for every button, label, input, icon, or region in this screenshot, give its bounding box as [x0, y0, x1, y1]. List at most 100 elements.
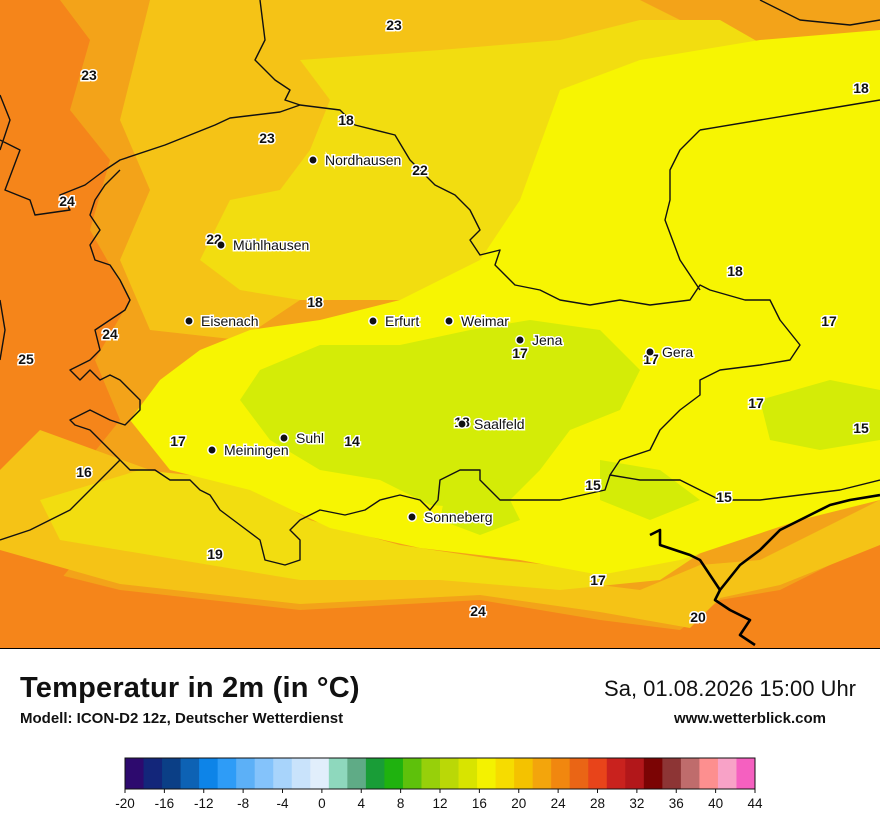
city-dot [308, 155, 318, 165]
legend-color-step [365, 758, 385, 789]
temperature-label: 17 [512, 345, 528, 361]
city-suhl[interactable]: Suhl [279, 429, 326, 448]
city-markers: Nordhausen Mühlhausen Eisenach Erfurt Weimar… [184, 151, 695, 527]
city-dot [407, 512, 417, 522]
legend-color-step [328, 758, 348, 789]
city-meiningen[interactable]: Meiningen [207, 441, 290, 460]
legend-color-step [643, 758, 663, 789]
legend-color-step [347, 758, 367, 789]
city-label: Eisenach [201, 313, 259, 329]
legend-color-step [384, 758, 404, 789]
legend-color-step [680, 758, 700, 789]
state-borders [0, 0, 880, 566]
legend-color-step [236, 758, 256, 789]
legend-color-step [514, 758, 534, 789]
legend-color-step [402, 758, 422, 789]
legend-tick-label: -4 [276, 796, 288, 811]
city-dot [515, 335, 525, 345]
temperature-label: 18 [727, 263, 743, 279]
temperature-area-yellow-green [760, 380, 880, 450]
city-label: Sonneberg [424, 509, 493, 525]
temperature-label: 17 [170, 433, 186, 449]
legend-color-step [421, 758, 441, 789]
legend-color-step [532, 758, 552, 789]
temperature-label: 17 [748, 395, 764, 411]
legend-color-step [699, 758, 719, 789]
chart-title: Temperatur in 2m (in °C) [20, 672, 360, 704]
legend-color-step [217, 758, 237, 789]
temperature-label: 24 [59, 193, 75, 209]
city-label: Erfurt [385, 313, 419, 329]
temperature-label: 17 [821, 313, 837, 329]
legend-color-step [273, 758, 293, 789]
temperature-label: 23 [81, 67, 97, 83]
temperature-label: 15 [585, 477, 601, 493]
temperature-label: 15 [853, 420, 869, 436]
temperature-area-deep-orange [0, 540, 880, 648]
temperature-label: 23 [386, 17, 402, 33]
legend-color-step [551, 758, 571, 789]
temperature-label: 18 [853, 80, 869, 96]
city-erfurt[interactable]: Erfurt [368, 312, 421, 331]
temperature-label: 19 [207, 546, 223, 562]
city-dot [207, 445, 217, 455]
city-jena[interactable]: Jena [515, 331, 564, 350]
legend-color-step [625, 758, 645, 789]
city-label: Saalfeld [474, 416, 525, 432]
city-dot [279, 433, 289, 443]
city-saalfeld[interactable]: Saalfeld [457, 415, 526, 434]
legend-color-step [588, 758, 608, 789]
city-dot [216, 240, 226, 250]
temperature-area-yellow-gold [40, 470, 720, 590]
city-gera[interactable]: Gera [645, 343, 695, 362]
legend-color-step [291, 758, 311, 789]
temperature-area-gold [0, 430, 880, 628]
legend-color-step [440, 758, 460, 789]
website-link[interactable]: www.wetterblick.com [674, 710, 826, 727]
temperature-area-yellow-green [600, 460, 700, 520]
legend-color-step [125, 758, 145, 789]
temperature-label: 22 [412, 162, 428, 178]
city-mühlhausen[interactable]: Mühlhausen [216, 236, 311, 255]
city-nordhausen[interactable]: Nordhausen [308, 151, 403, 170]
temperature-label: 15 [716, 489, 732, 505]
legend-color-step [569, 758, 589, 789]
temperature-label: 24 [470, 603, 486, 619]
city-label: Mühlhausen [233, 237, 309, 253]
temperature-label: 18 [307, 294, 323, 310]
temperature-label: 20 [690, 609, 706, 625]
city-label: Gera [662, 344, 693, 360]
city-label: Suhl [296, 430, 324, 446]
temperature-label: 18 [338, 112, 354, 128]
temperature-label: 14 [344, 433, 360, 449]
legend-tick-label: 12 [432, 796, 447, 811]
legend-color-step [477, 758, 497, 789]
legend-tick-label: 16 [472, 796, 487, 811]
legend-tick-label: 20 [511, 796, 526, 811]
city-weimar[interactable]: Weimar [444, 312, 511, 331]
legend-color-step [736, 758, 756, 789]
temperature-label: 25 [18, 351, 34, 367]
legend-tick-label: -20 [115, 796, 135, 811]
city-dot [184, 316, 194, 326]
color-scale-legend: -20 -16 -12 -8 -4 0 4 8 12 16 20 24 28 32 36 40 44 [0, 750, 880, 820]
temperature-label: 24 [102, 326, 118, 342]
legend-tick-label: -12 [194, 796, 214, 811]
city-dot [457, 419, 467, 429]
city-label: Nordhausen [325, 152, 401, 168]
legend-color-step [458, 758, 478, 789]
legend-color-step [717, 758, 737, 789]
city-eisenach[interactable]: Eisenach [184, 312, 260, 331]
legend-color-step [662, 758, 682, 789]
city-label: Jena [532, 332, 563, 348]
legend-color-step [606, 758, 626, 789]
temperature-label: 16 [76, 464, 92, 480]
city-dot [368, 316, 378, 326]
temperature-map[interactable]: 2323181823222422181817241725171718151714… [0, 0, 880, 649]
city-sonneberg[interactable]: Sonneberg [407, 508, 494, 527]
model-source: Modell: ICON-D2 12z, Deutscher Wetterdie… [20, 710, 344, 727]
legend-tick-label: 40 [708, 796, 723, 811]
legend-color-step [310, 758, 330, 789]
city-dot [645, 347, 655, 357]
legend-tick-label: 24 [551, 796, 567, 811]
